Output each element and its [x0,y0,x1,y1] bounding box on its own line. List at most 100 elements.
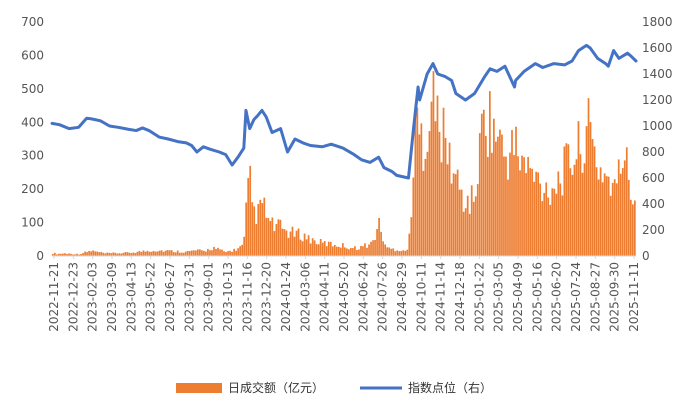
bar-mark [505,156,507,256]
bar-mark [547,197,550,256]
bar-mark [215,248,217,256]
bar-mark [136,251,139,256]
x-tick-label: 2025-06-20 [550,262,564,332]
bar-mark [390,248,393,256]
bar-mark [472,201,475,256]
bar-mark [422,170,425,256]
x-tick-label: 2024-06-24 [356,262,370,332]
bar-mark [394,251,397,256]
bar-mark [154,251,157,256]
bar-mark [114,252,117,256]
bar-mark [607,176,610,256]
x-tick-label: 2024-08-29 [395,262,409,332]
bar-mark [150,251,153,256]
bar-mark [410,217,413,256]
y-left-tick-label: 200 [21,182,44,196]
bar-mark [108,252,111,256]
bar-mark [174,252,177,256]
bar-mark [172,252,175,256]
y-right-tick-label: 1200 [642,93,673,107]
y-left-tick-label: 600 [21,48,44,62]
bar-mark [339,247,342,256]
bar-mark [448,142,451,256]
bar-mark [517,156,519,256]
bar-mark [513,155,515,256]
bar-mark [134,253,137,256]
bar-mark [265,217,268,256]
bar-mark [239,246,241,256]
bar-mark [396,250,399,256]
bar-mark [456,169,459,256]
bar-mark [535,171,538,256]
bar-mark [223,251,225,256]
bar-mark [488,91,491,257]
bar-mark [460,189,463,256]
bar-mark [633,200,636,256]
bar-mark [80,253,82,256]
bar-mark [122,252,125,256]
bar-mark [106,252,109,256]
bar-mark [56,254,58,256]
bar-mark [273,231,276,256]
bar-mark [581,172,584,256]
bar-mark [374,239,376,256]
bar-mark [184,251,187,256]
bar-mark [627,179,630,256]
bar-mark [104,253,107,256]
bar-mark [317,244,320,256]
bar-mark [201,250,203,256]
bar-mark [303,233,306,256]
bar-mark [617,159,620,256]
bar-mark [156,251,159,256]
bar-mark [142,250,145,256]
bar-mark [271,217,274,256]
bar-mark [533,181,536,256]
bar-mark [537,172,540,256]
bar-mark [335,246,338,256]
bar-mark [414,104,417,256]
bar-mark [406,249,409,256]
bar-mark [227,251,229,256]
bar-mark [521,155,523,256]
bar-mark [551,188,554,256]
bar-mark [476,184,479,256]
bar-mark [462,211,465,256]
bar-mark [64,253,66,256]
bar-mark [583,163,586,256]
x-tick-label: 2023-07-31 [182,262,196,332]
bar-mark [605,176,608,256]
bar-mark [424,158,427,256]
bar-mark [283,229,286,256]
bar-mark [386,247,388,256]
bar-mark [92,250,94,256]
bar-mark [346,248,348,256]
x-tick-label: 2024-10-11 [414,262,428,332]
bar-mark [468,213,471,256]
bar-mark [182,252,185,256]
bar-mark [557,171,560,256]
bar-mark [571,174,574,256]
x-tick-label: 2025-05-16 [530,262,544,332]
bar-mark [418,134,421,256]
bar-mark [293,236,296,256]
bar-mark [94,251,96,256]
bar-mark [259,199,262,256]
bar-mark [194,250,197,256]
bar-mark [438,131,441,256]
bar-mark [454,174,457,256]
bar-mark [402,250,405,256]
bar-mark [464,208,467,256]
bar-mark [412,177,415,256]
bar-mark [545,182,548,256]
bar-mark [384,244,386,256]
bar-mark [527,156,529,256]
y-right-tick-label: 1400 [642,67,673,81]
bar-mark [503,156,505,256]
bar-mark [531,168,533,256]
bar-mark [420,123,423,257]
bar-mark [529,168,531,256]
x-tick-label: 2023-09-01 [202,262,216,332]
bar-mark [130,253,133,256]
x-tick-label: 2023-04-13 [124,262,138,332]
bar-mark [96,251,99,256]
